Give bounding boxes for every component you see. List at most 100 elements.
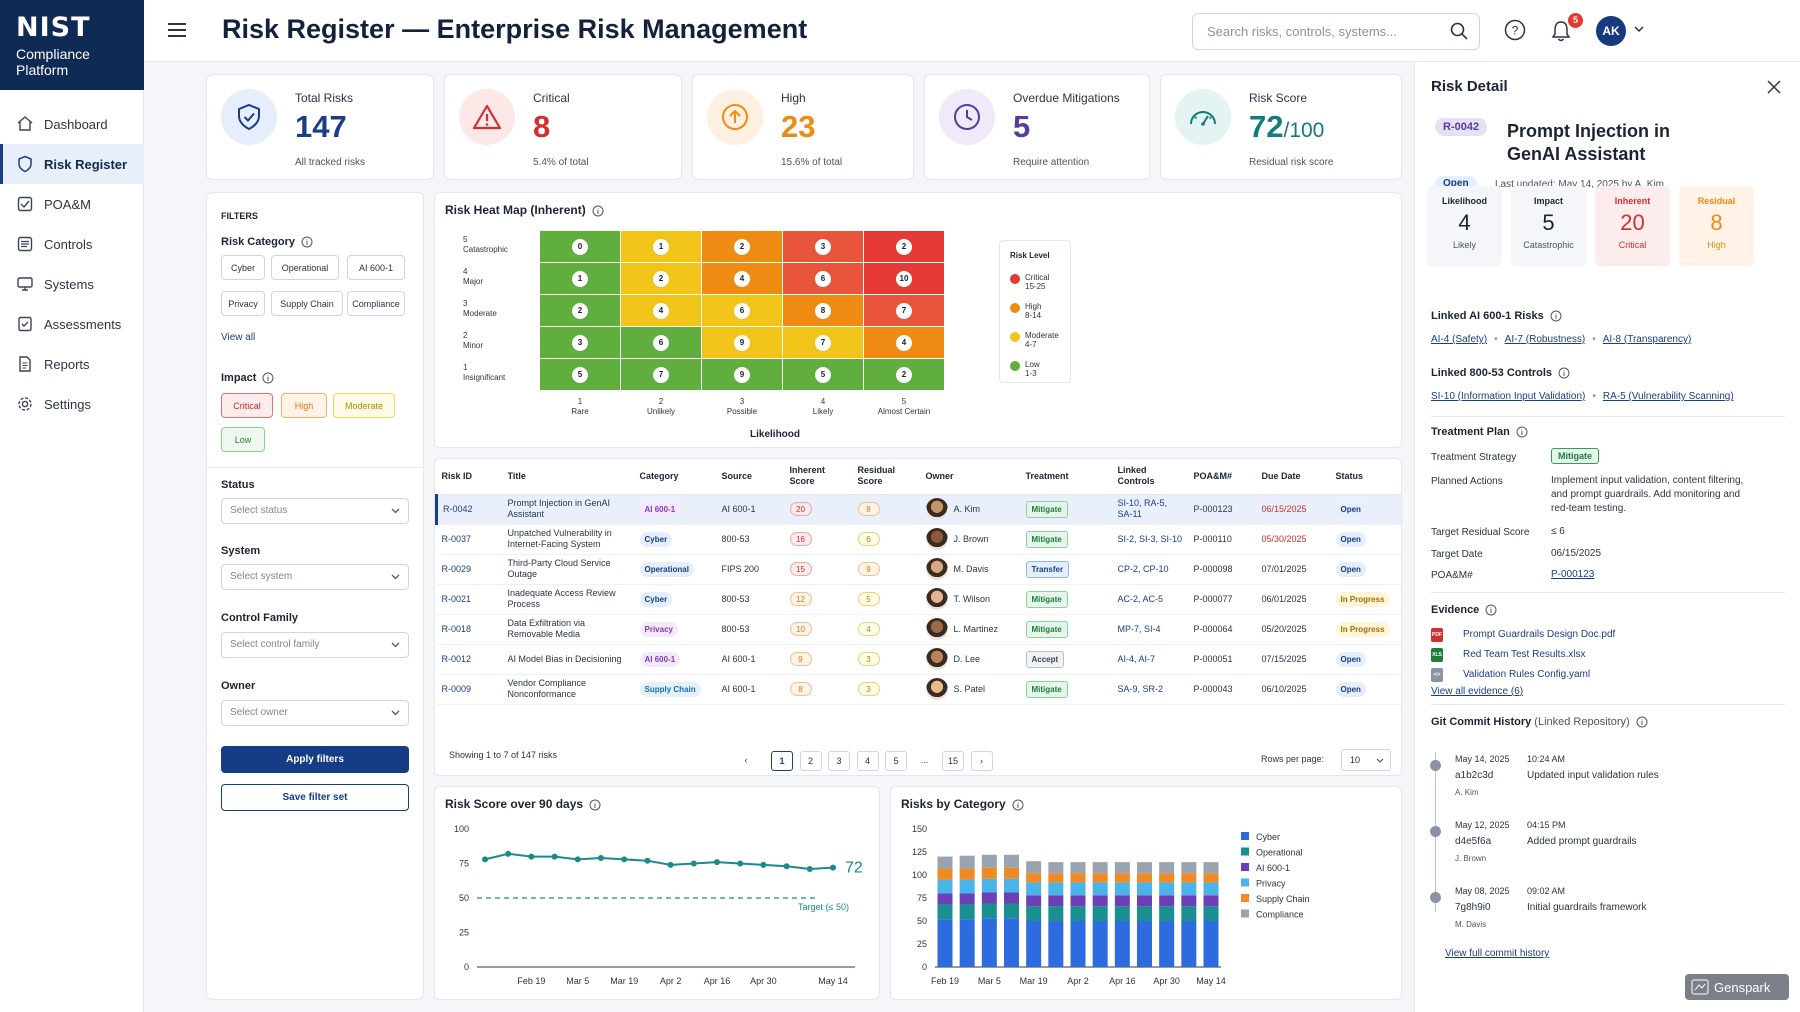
- bar-segment[interactable]: [1004, 918, 1019, 967]
- table-row[interactable]: R-0009 Vendor Compliance Nonconformance Su…: [436, 674, 1401, 705]
- risk-id-link[interactable]: R-0021: [436, 584, 503, 615]
- impact-chip[interactable]: Low: [221, 427, 265, 452]
- page-button[interactable]: 5: [885, 751, 907, 771]
- bar-segment[interactable]: [1114, 873, 1130, 883]
- bar-segment[interactable]: [1159, 895, 1175, 907]
- bar-segment[interactable]: [959, 904, 975, 920]
- menu-icon[interactable]: [168, 22, 186, 38]
- bar-segment[interactable]: [1203, 882, 1219, 896]
- risk-id-link[interactable]: R-0042: [435, 494, 503, 525]
- commit-hash[interactable]: a1b2c3d: [1455, 770, 1494, 781]
- data-point[interactable]: [760, 861, 767, 868]
- bar-segment[interactable]: [1092, 882, 1108, 896]
- bar-segment[interactable]: [1092, 873, 1108, 883]
- heatmap-cell[interactable]: 2: [864, 231, 944, 262]
- bar-segment[interactable]: [1137, 862, 1152, 874]
- heatmap-cell[interactable]: 3: [540, 327, 620, 358]
- bar-segment[interactable]: [1026, 906, 1042, 921]
- bar-segment[interactable]: [1048, 895, 1064, 907]
- column-header[interactable]: Risk ID: [436, 459, 503, 495]
- heatmap-cell[interactable]: 4: [864, 327, 944, 358]
- bar-segment[interactable]: [1048, 906, 1064, 921]
- avatar[interactable]: AK: [1596, 16, 1626, 46]
- bar-segment[interactable]: [1203, 873, 1219, 883]
- bar-segment[interactable]: [1004, 892, 1019, 904]
- heatmap-cell[interactable]: 5: [783, 359, 863, 390]
- linked-controls[interactable]: SI-2, SI-3, SI-10: [1112, 524, 1189, 555]
- category-chip[interactable]: Privacy: [221, 291, 265, 316]
- bar-segment[interactable]: [1159, 882, 1175, 896]
- bar-segment[interactable]: [1181, 882, 1197, 896]
- column-header[interactable]: Treatment: [1020, 459, 1113, 495]
- linked-item-link[interactable]: AI-8 (Transparency): [1602, 334, 1692, 345]
- data-point[interactable]: [621, 856, 628, 863]
- bar-segment[interactable]: [1070, 895, 1086, 907]
- info-icon[interactable]: i: [592, 205, 604, 217]
- linked-item-link[interactable]: AI-7 (Robustness): [1504, 334, 1586, 345]
- linked-controls[interactable]: AI-4, AI-7: [1112, 644, 1189, 675]
- table-row[interactable]: R-0029 Third-Party Cloud Service Outage Op…: [436, 554, 1401, 585]
- data-point[interactable]: [551, 853, 558, 860]
- kpi-card-risk-score[interactable]: Risk Score 72/100 Residual risk score: [1160, 74, 1402, 180]
- bar-segment[interactable]: [959, 868, 975, 880]
- bar-segment[interactable]: [1092, 921, 1108, 967]
- bar-segment[interactable]: [1026, 873, 1042, 883]
- bar-segment[interactable]: [1181, 862, 1197, 874]
- bar-segment[interactable]: [1114, 921, 1130, 967]
- brand-logo[interactable]: NIST Compliance Platform: [0, 0, 144, 90]
- heatmap-cell[interactable]: 6: [702, 295, 782, 326]
- data-point[interactable]: [806, 866, 813, 873]
- data-point[interactable]: [667, 861, 674, 868]
- bar-segment[interactable]: [959, 879, 975, 894]
- heatmap-cell[interactable]: 3: [783, 231, 863, 262]
- apply-filters-button[interactable]: Apply filters: [221, 746, 409, 773]
- linked-item-link[interactable]: AI-4 (Safety): [1431, 334, 1488, 345]
- bar-segment[interactable]: [1159, 873, 1175, 883]
- view-all-evidence-link[interactable]: View all evidence (6): [1431, 686, 1524, 697]
- data-point[interactable]: [783, 863, 790, 870]
- info-icon[interactable]: i: [1485, 604, 1497, 616]
- bar-segment[interactable]: [1137, 906, 1152, 921]
- sidebar-item-reports[interactable]: Reports: [0, 344, 144, 384]
- data-point[interactable]: [690, 860, 697, 867]
- linked-controls[interactable]: AC-2, AC-5: [1112, 584, 1189, 615]
- bar-segment[interactable]: [959, 893, 975, 905]
- bar-segment[interactable]: [1026, 861, 1042, 874]
- bar-segment[interactable]: [1203, 906, 1219, 921]
- info-icon[interactable]: i: [1558, 367, 1570, 379]
- bar-segment[interactable]: [981, 854, 997, 868]
- bar-segment[interactable]: [981, 892, 997, 904]
- bar-segment[interactable]: [937, 893, 953, 905]
- table-row[interactable]: R-0018 Data Exfiltration via Removable Me…: [436, 614, 1401, 645]
- sidebar-item-dashboard[interactable]: Dashboard: [0, 104, 144, 144]
- bar-segment[interactable]: [1114, 906, 1130, 921]
- bar-segment[interactable]: [1092, 895, 1108, 907]
- page-button[interactable]: 2: [799, 751, 822, 771]
- linked-item-link[interactable]: SI-10 (Information Input Validation): [1431, 391, 1586, 402]
- sidebar-item-controls[interactable]: Controls: [0, 224, 144, 264]
- data-point[interactable]: [714, 859, 720, 866]
- heatmap-cell[interactable]: 4: [702, 263, 782, 294]
- risk-id-link[interactable]: R-0009: [436, 674, 503, 705]
- data-point[interactable]: [528, 853, 535, 860]
- heatmap-cell[interactable]: 2: [864, 359, 944, 390]
- bar-segment[interactable]: [1070, 862, 1086, 874]
- category-chip[interactable]: Supply Chain: [271, 291, 343, 316]
- bar-segment[interactable]: [1048, 882, 1064, 896]
- data-point[interactable]: [505, 850, 512, 857]
- linked-controls[interactable]: SA-9, SR-2: [1112, 674, 1189, 705]
- bar-segment[interactable]: [1114, 882, 1130, 896]
- next-page-icon[interactable]: ›: [970, 751, 993, 771]
- prev-page-icon[interactable]: ‹: [735, 751, 757, 771]
- bar-segment[interactable]: [1026, 895, 1042, 907]
- column-header[interactable]: Residual Score: [852, 459, 921, 495]
- data-point[interactable]: [482, 856, 488, 863]
- linked-controls[interactable]: MP-7, SI-4: [1112, 614, 1189, 645]
- kpi-card-total-risks[interactable]: Total Risks 147 All tracked risks: [206, 74, 434, 180]
- info-icon[interactable]: i: [589, 799, 601, 811]
- column-header[interactable]: Owner: [920, 459, 1021, 495]
- bar-segment[interactable]: [1181, 906, 1197, 921]
- bar-segment[interactable]: [1181, 895, 1197, 907]
- heatmap-cell[interactable]: 4: [621, 295, 701, 326]
- bar-segment[interactable]: [1159, 862, 1175, 874]
